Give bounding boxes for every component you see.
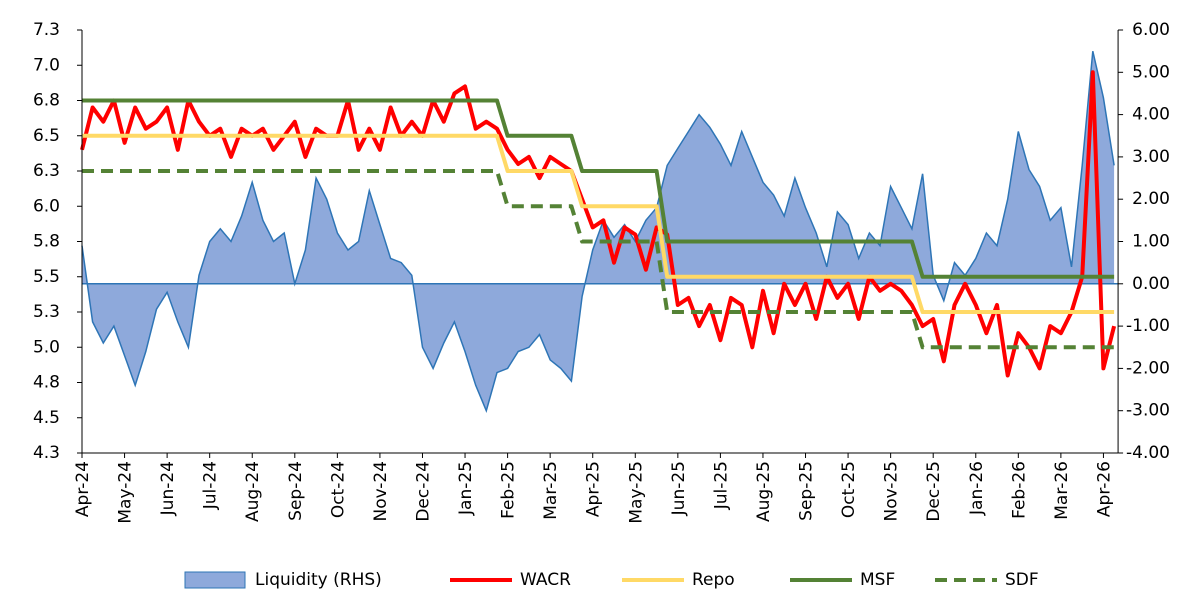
- series-line: [80, 70, 1117, 378]
- y-tick-label: 5.5: [33, 267, 60, 287]
- x-tick-label: Apr-26: [1094, 461, 1114, 517]
- x-tick-label: Jan-25: [456, 461, 476, 516]
- legend-label: Liquidity (RHS): [255, 570, 382, 590]
- y-tick-label: 6.5: [33, 126, 60, 146]
- y2-tick-label: 3.00: [1132, 147, 1170, 167]
- y-tick-label: 6.8: [33, 91, 60, 111]
- y2-tick-label: 4.00: [1132, 105, 1170, 125]
- y-tick-label: 4.3: [33, 443, 60, 463]
- legend-label: WACR: [520, 570, 571, 590]
- x-tick-label: Aug-24: [243, 461, 263, 522]
- y-tick-label: 4.8: [33, 373, 60, 393]
- y-tick-label: 5.0: [33, 337, 60, 357]
- y2-tick-label: -1.00: [1126, 316, 1170, 336]
- y-tick-label: 4.5: [33, 408, 60, 428]
- x-tick-label: Mar-25: [541, 461, 561, 520]
- x-tick-label: Jul-24: [201, 461, 221, 510]
- y-tick-label: 5.3: [33, 302, 60, 322]
- x-tick-label: Jan-26: [967, 461, 987, 516]
- x-tick-label: Oct-25: [839, 461, 859, 518]
- legend-label: Repo: [692, 570, 735, 590]
- y2-tick-label: 6.00: [1132, 20, 1170, 40]
- x-tick-label: May-25: [626, 461, 646, 524]
- y2-tick-label: -2.00: [1126, 358, 1170, 378]
- x-tick-label: Dec-24: [413, 461, 433, 522]
- x-tick-label: Sep-24: [286, 461, 306, 521]
- legend-label: SDF: [1005, 570, 1039, 590]
- x-tick-label: Jun-25: [669, 461, 689, 516]
- x-tick-label: Jul-25: [711, 461, 731, 510]
- x-tick-label: Feb-25: [499, 461, 519, 519]
- series-line: [82, 98, 1115, 279]
- series-line: [82, 169, 1115, 350]
- y-tick-label: 7.3: [33, 20, 60, 40]
- legend-label: MSF: [860, 570, 895, 590]
- x-tick-label: Nov-24: [371, 461, 391, 522]
- x-tick-label: Sep-25: [797, 461, 817, 521]
- series-line: [82, 133, 1115, 314]
- y-tick-label: 6.3: [33, 161, 60, 181]
- x-tick-label: Feb-26: [1009, 461, 1029, 519]
- x-tick-label: Jun-24: [158, 461, 178, 516]
- y2-tick-label: -3.00: [1126, 401, 1170, 421]
- y-tick-label: 7.0: [33, 55, 60, 75]
- y2-tick-label: 5.00: [1132, 62, 1170, 82]
- y2-tick-label: 2.00: [1132, 189, 1170, 209]
- x-tick-label: Oct-24: [328, 461, 348, 518]
- x-tick-label: Apr-24: [73, 461, 93, 517]
- x-tick-label: Nov-25: [882, 461, 902, 522]
- x-tick-label: Aug-25: [754, 461, 774, 522]
- x-tick-label: Mar-26: [1052, 461, 1072, 520]
- y-tick-label: 5.8: [33, 232, 60, 252]
- legend-swatch: [184, 571, 246, 589]
- x-tick-label: Dec-25: [924, 461, 944, 522]
- y-tick-label: 6.0: [33, 196, 60, 216]
- y2-tick-label: 0.00: [1132, 274, 1170, 294]
- y2-tick-label: -4.00: [1126, 443, 1170, 463]
- x-tick-label: May-24: [116, 461, 136, 524]
- x-tick-label: Apr-25: [584, 461, 604, 517]
- y2-tick-label: 1.00: [1132, 232, 1170, 252]
- liquidity-area: [82, 51, 1115, 411]
- liquidity-line: [81, 51, 1115, 413]
